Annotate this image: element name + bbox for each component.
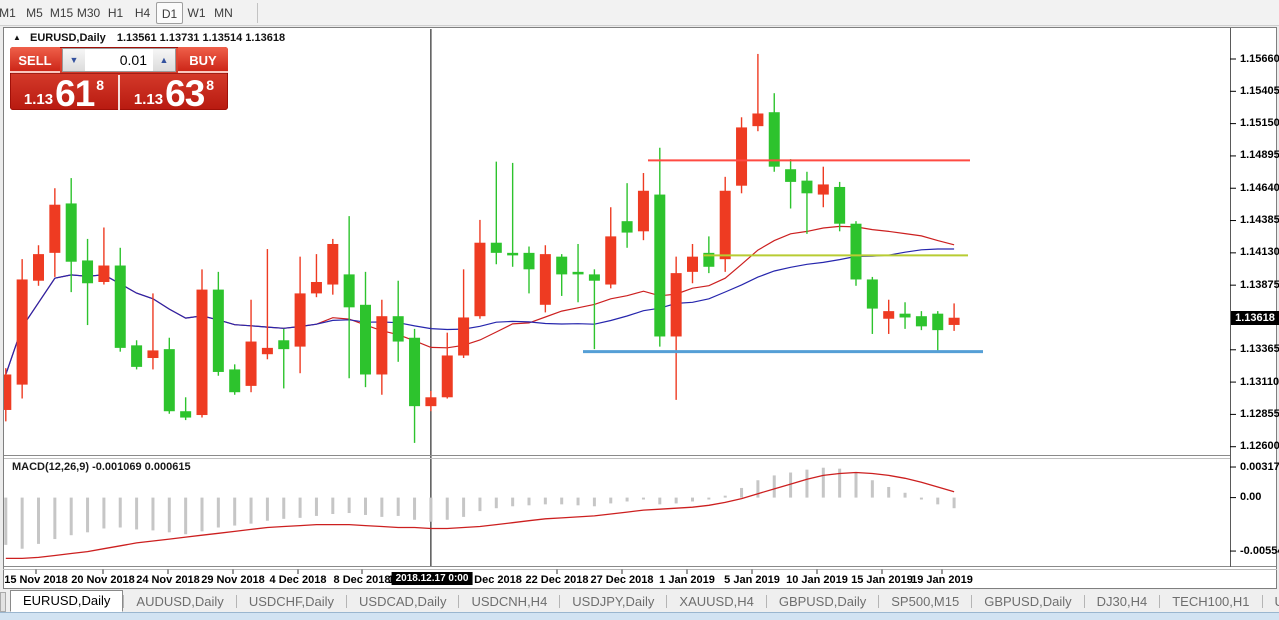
chart-tab-sp500-m15[interactable]: SP500,M15 bbox=[891, 594, 960, 609]
macd-tick-label: 0.00 bbox=[1240, 491, 1262, 504]
timeframe-toolbar: M1 M5 M15 M30 H1 H4 D1 W1 MN bbox=[0, 0, 1279, 26]
time-tick-label: 19 Jan 2019 bbox=[911, 574, 973, 586]
chart-tab-bar: EURUSD,Daily AUDUSD,Daily USDCHF,Daily USDC… bbox=[0, 590, 1279, 612]
time-tick-label: 20 Nov 2018 bbox=[71, 574, 135, 586]
price-tick-label: 1.15150 bbox=[1240, 117, 1279, 130]
price-tick-label: 1.14385 bbox=[1240, 214, 1279, 227]
timeframe-button-mn[interactable]: MN bbox=[214, 6, 233, 20]
timeframe-button-m5[interactable]: M5 bbox=[26, 6, 43, 20]
trade-panel-top-row: SELL ▼ ▲ BUY bbox=[10, 47, 228, 74]
lot-decrease-button[interactable]: ▼ bbox=[63, 49, 85, 71]
time-tick-label: 15 Jan 2019 bbox=[851, 574, 913, 586]
lot-increase-button[interactable]: ▲ bbox=[153, 49, 175, 71]
price-tick-label: 1.13875 bbox=[1240, 278, 1279, 291]
timeframe-button-h4[interactable]: H4 bbox=[134, 6, 151, 20]
chart-tab-eurusd-daily[interactable]: EURUSD,Daily bbox=[10, 590, 124, 612]
price-tick-label: 1.12855 bbox=[1240, 407, 1279, 420]
timeframe-button-h1[interactable]: H1 bbox=[107, 6, 124, 20]
price-tick-label: 1.12600 bbox=[1240, 440, 1279, 453]
time-tick-label: 1 Jan 2019 bbox=[659, 574, 715, 586]
tab-divider bbox=[235, 595, 237, 608]
buy-price-display[interactable]: 1.13 63 8 bbox=[120, 75, 228, 110]
time-tick-label: 29 Nov 2018 bbox=[201, 574, 265, 586]
chart-ohlc-values: 1.13561 1.13731 1.13514 1.13618 bbox=[116, 32, 286, 44]
time-tick-label: Dec 2018 bbox=[474, 574, 522, 586]
chart-tab-xauusd-h4[interactable]: XAUUSD,H4 bbox=[679, 594, 754, 609]
chart-tab-usdcnh-h4[interactable]: USDCNH,H4 bbox=[471, 594, 548, 609]
time-tick-label: 4 Dec 2018 bbox=[269, 574, 327, 586]
chart-tab-audusd-daily[interactable]: AUDUSD,Daily bbox=[136, 594, 224, 609]
tab-divider bbox=[458, 595, 460, 608]
time-tick-label: 22 Dec 2018 bbox=[525, 574, 589, 586]
sell-button[interactable]: SELL bbox=[10, 47, 60, 73]
chart-tab-usdcad-daily[interactable]: USDCAD,Daily bbox=[359, 594, 447, 609]
timeframe-button-m30[interactable]: M30 bbox=[76, 6, 101, 20]
buy-price-sup: 8 bbox=[206, 77, 215, 93]
macd-tick-label: 0.003171 bbox=[1240, 460, 1279, 473]
lot-size-group: ▼ ▲ bbox=[62, 48, 176, 72]
bottom-status-strip bbox=[0, 612, 1279, 620]
tab-divider bbox=[666, 595, 668, 608]
toolbar-separator bbox=[257, 2, 258, 23]
time-tick-label: 5 Jan 2019 bbox=[724, 574, 780, 586]
sell-price-display[interactable]: 1.13 61 8 bbox=[10, 75, 120, 110]
chart-tab-gbpusd-daily[interactable]: GBPUSD,Daily bbox=[984, 594, 1072, 609]
chart-tab-dj30-h4[interactable]: DJ30,H4 bbox=[1096, 594, 1148, 609]
trade-panel-prices: 1.13 61 8 1.13 63 8 bbox=[10, 75, 228, 110]
time-tick-label: 10 Jan 2019 bbox=[786, 574, 848, 586]
lot-size-input[interactable] bbox=[85, 49, 153, 71]
chart-tab-gbpusd-daily[interactable]: GBPUSD,Daily bbox=[778, 594, 867, 609]
price-tick-label: 1.14895 bbox=[1240, 149, 1279, 162]
timeframe-button-m1[interactable]: M1 bbox=[0, 6, 16, 20]
one-click-trading-panel: SELL ▼ ▲ BUY 1.13 61 8 1.13 63 8 bbox=[10, 47, 228, 110]
price-tick-label: 1.13110 bbox=[1240, 375, 1279, 388]
timeframe-button-d1[interactable]: D1 bbox=[156, 2, 183, 24]
price-tick-label: 1.14130 bbox=[1240, 246, 1279, 259]
time-tick-label: 15 Nov 2018 bbox=[4, 574, 68, 586]
chart-tab-usdjpy-daily[interactable]: USDJPY,Daily bbox=[572, 594, 655, 609]
timeframe-button-w1[interactable]: W1 bbox=[187, 6, 206, 20]
buy-price-big: 63 bbox=[165, 73, 205, 110]
time-cursor-badge: 2018.12.17 0:00 bbox=[391, 572, 473, 585]
timeframe-button-m15[interactable]: M15 bbox=[49, 6, 74, 20]
price-tick-label: 1.15660 bbox=[1240, 52, 1279, 65]
macd-tick-label: -0.005543 bbox=[1240, 544, 1279, 557]
tab-divider bbox=[971, 595, 973, 608]
buy-price-prefix: 1.13 bbox=[133, 91, 164, 108]
time-tick-label: 27 Dec 2018 bbox=[590, 574, 654, 586]
sell-price-sup: 8 bbox=[96, 77, 105, 93]
tab-divider bbox=[765, 595, 767, 608]
chart-title: ▲ EURUSD,Daily 1.13561 1.13731 1.13514 1… bbox=[13, 32, 285, 44]
time-tick-label: 8 Dec 2018 bbox=[333, 574, 391, 586]
buy-button[interactable]: BUY bbox=[178, 47, 228, 73]
tab-strip-edge bbox=[0, 592, 6, 612]
tab-divider bbox=[878, 595, 880, 608]
sell-price-prefix: 1.13 bbox=[23, 91, 54, 108]
sell-price-big: 61 bbox=[55, 73, 95, 110]
macd-indicator-label: MACD(12,26,9) -0.001069 0.000615 bbox=[12, 461, 191, 473]
price-tick-label: 1.15405 bbox=[1240, 84, 1279, 97]
chart-tab-usdchf-daily[interactable]: USDCHF,Daily bbox=[248, 594, 335, 609]
tab-divider bbox=[1159, 595, 1161, 608]
time-tick-label: 24 Nov 2018 bbox=[136, 574, 200, 586]
tab-divider bbox=[1083, 595, 1085, 608]
chart-symbol-label: EURUSD,Daily bbox=[29, 32, 106, 44]
tab-divider bbox=[1261, 595, 1263, 608]
tab-divider bbox=[346, 595, 348, 608]
time-tick-label: 1 bbox=[388, 574, 394, 586]
price-tick-label: 1.13365 bbox=[1240, 343, 1279, 356]
chart-tab-ukoil-h1[interactable]: UKOil,H1 bbox=[1263, 592, 1279, 612]
price-tick-label: 1.14640 bbox=[1240, 181, 1279, 194]
tab-divider bbox=[559, 595, 561, 608]
one-click-panel-toggle-icon[interactable]: ▲ bbox=[13, 33, 21, 42]
tab-divider bbox=[123, 595, 125, 608]
current-price-badge: 1.13618 bbox=[1231, 310, 1279, 325]
chart-tab-tech100-h1[interactable]: TECH100,H1 bbox=[1172, 594, 1250, 609]
